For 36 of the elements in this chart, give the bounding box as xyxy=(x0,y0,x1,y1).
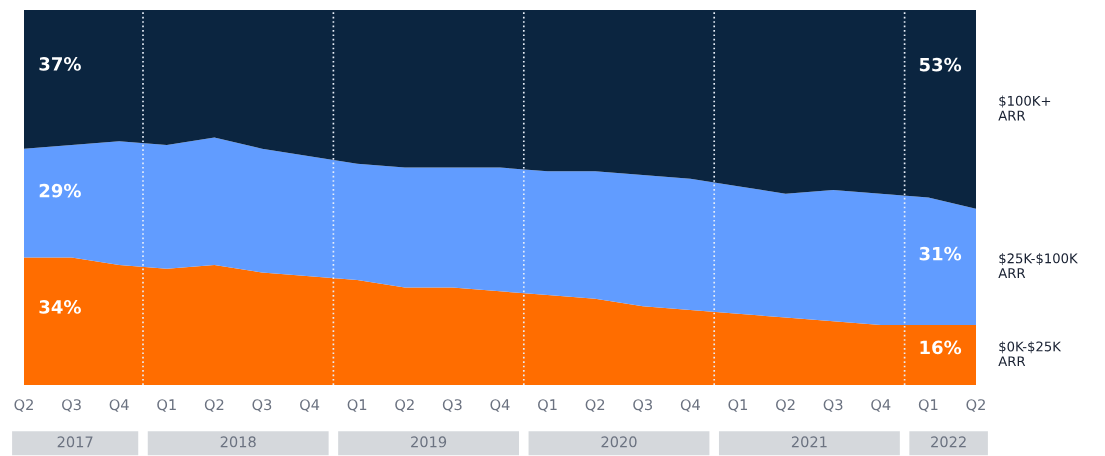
data-label: 53% xyxy=(919,57,962,72)
x-tick-label: Q2 xyxy=(585,399,605,412)
series-label: $0K-$25K ARR xyxy=(998,341,1062,367)
x-tick-label: Q1 xyxy=(347,399,367,412)
x-tick-label: Q2 xyxy=(395,399,414,412)
data-label: 31% xyxy=(919,246,962,261)
x-tick-label: Q2 xyxy=(776,399,795,412)
text: 2018 xyxy=(220,436,256,448)
data-label: 29% xyxy=(39,183,81,198)
x-tick-label: Q2 xyxy=(966,399,985,412)
x-tick-label: Q4 xyxy=(871,399,891,412)
text: 2022 xyxy=(931,436,966,448)
x-tick-label: Q4 xyxy=(109,399,129,412)
x-tick-label: Q1 xyxy=(918,399,938,412)
text: 2020 xyxy=(601,436,637,448)
x-tick-label: Q1 xyxy=(538,399,557,412)
x-tick-label: Q3 xyxy=(62,399,81,412)
data-label: 16% xyxy=(920,340,962,355)
x-tick-label: Q3 xyxy=(442,399,462,412)
data-label: 37% xyxy=(39,57,81,71)
x-tick-label: Q1 xyxy=(728,399,748,412)
x-tick-label: Q3 xyxy=(633,399,653,412)
data-label: 34% xyxy=(39,300,81,314)
text: 2021 xyxy=(791,436,827,448)
x-tick-label: Q3 xyxy=(823,399,843,412)
series-label: $100K+ ARR xyxy=(998,95,1051,121)
series-label: $25K-$100K ARR xyxy=(998,253,1078,278)
x-tick-label: Q2 xyxy=(14,399,33,412)
x-tick-label: Q1 xyxy=(157,399,176,412)
text: 2017 xyxy=(57,436,93,448)
x-tick-label: Q4 xyxy=(490,399,510,412)
text: 2019 xyxy=(411,436,447,448)
x-tick-label: Q2 xyxy=(204,399,224,412)
x-tick-label: Q3 xyxy=(252,399,272,412)
x-tick-label: Q4 xyxy=(300,399,320,412)
x-tick-label: Q4 xyxy=(680,399,700,412)
